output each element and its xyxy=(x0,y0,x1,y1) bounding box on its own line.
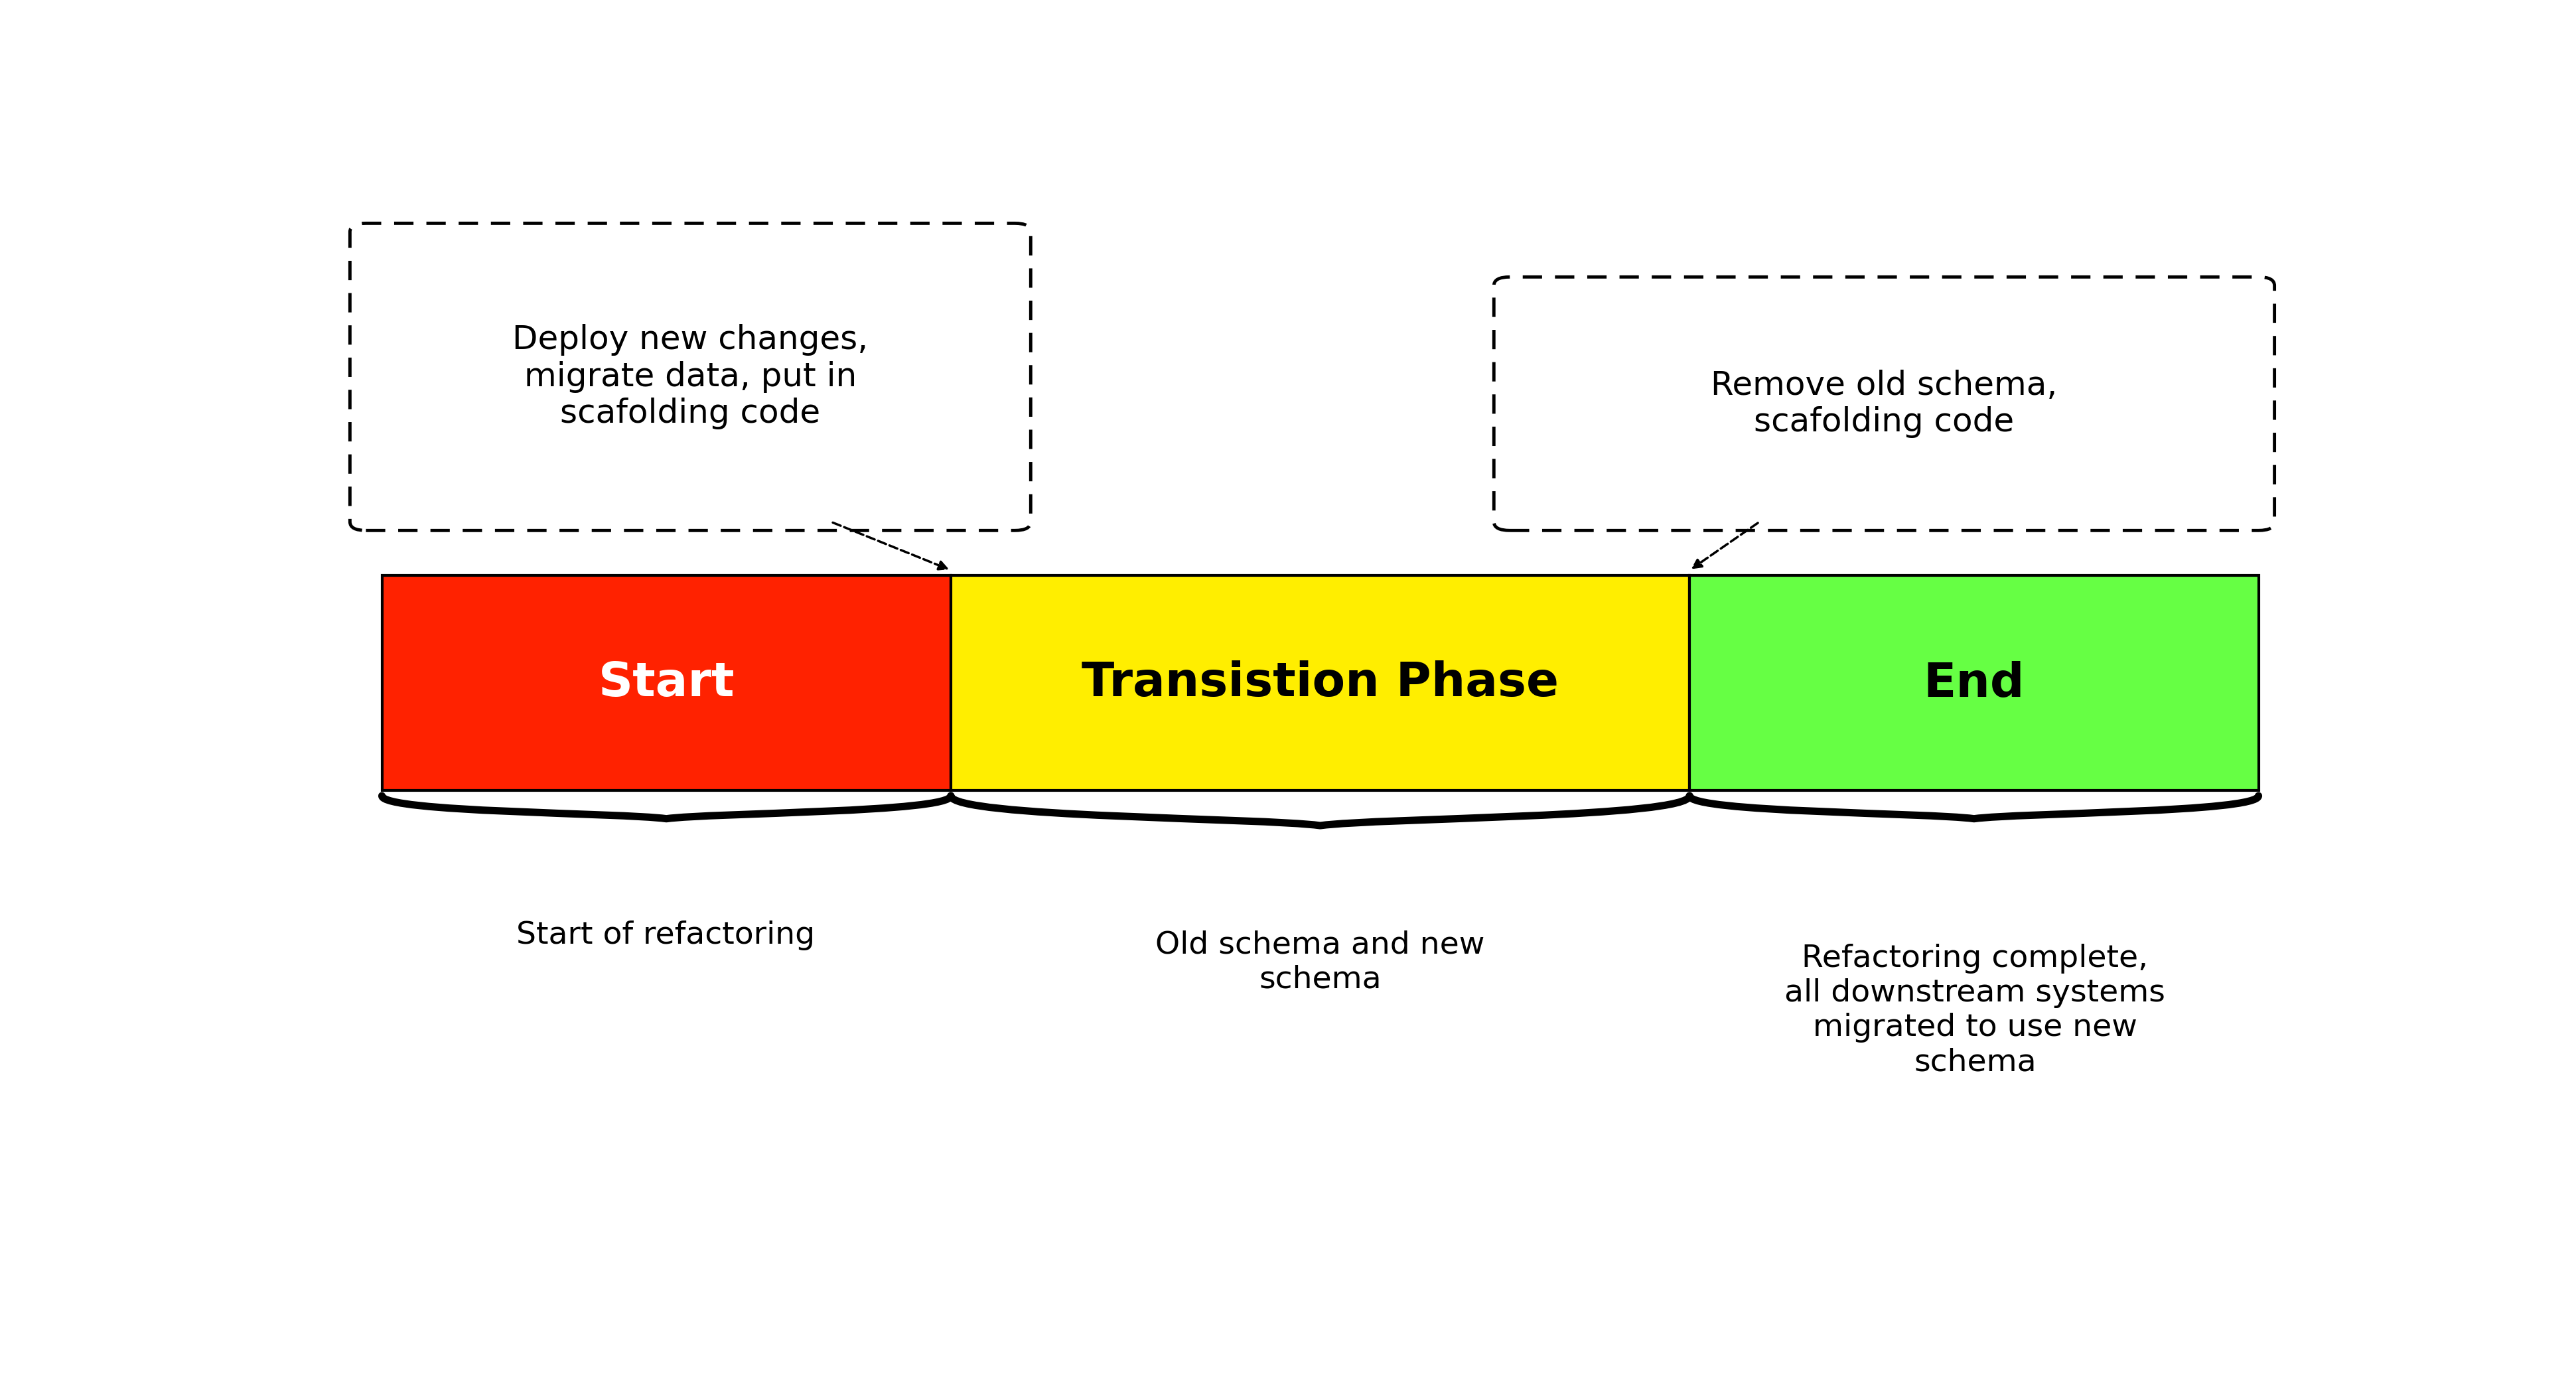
FancyBboxPatch shape xyxy=(350,223,1030,530)
Text: Start of refactoring: Start of refactoring xyxy=(515,921,814,950)
FancyBboxPatch shape xyxy=(1494,278,2275,530)
Text: Deploy new changes,
migrate data, put in
scafolding code: Deploy new changes, migrate data, put in… xyxy=(513,324,868,430)
Text: Old schema and new
schema: Old schema and new schema xyxy=(1157,930,1484,995)
Text: Remove old schema,
scafolding code: Remove old schema, scafolding code xyxy=(1710,370,2058,438)
FancyBboxPatch shape xyxy=(381,576,951,791)
Text: Refactoring complete,
all downstream systems
migrated to use new
schema: Refactoring complete, all downstream sys… xyxy=(1785,944,2166,1077)
FancyBboxPatch shape xyxy=(951,576,1690,791)
FancyBboxPatch shape xyxy=(1690,576,2259,791)
Text: End: End xyxy=(1924,660,2025,706)
Text: Transistion Phase: Transistion Phase xyxy=(1082,660,1558,706)
Text: Start: Start xyxy=(598,660,734,706)
